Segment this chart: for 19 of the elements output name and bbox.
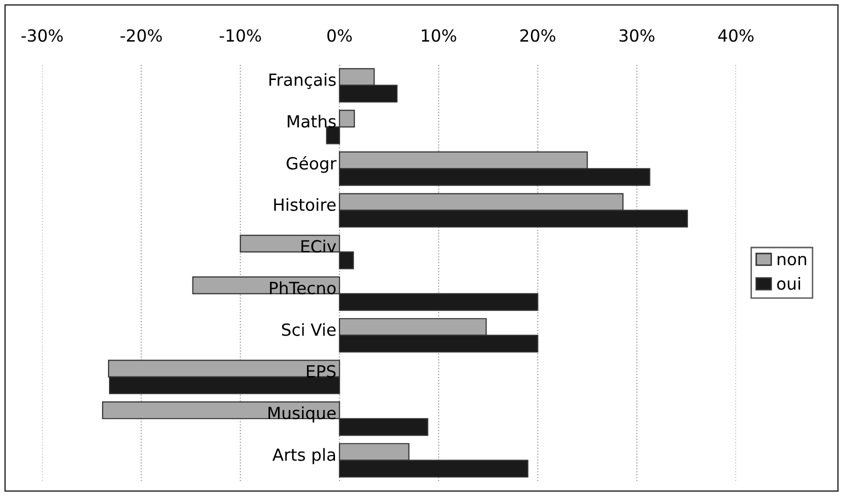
y-tick-label: Géogr	[286, 156, 337, 173]
x-tick-label: 10%	[422, 29, 456, 42]
y-tick-label: EPS	[306, 365, 336, 378]
x-tick-label: 40%	[718, 29, 754, 42]
y-tick-label: PhTecno	[270, 281, 336, 294]
legend-label: oui	[777, 276, 800, 290]
x-tick-label: 20%	[520, 29, 556, 42]
y-tick-label: Sci Vie	[282, 323, 336, 336]
x-tick-label: -10%	[220, 29, 261, 42]
x-tick-label: 0%	[327, 29, 352, 42]
y-tick-label: Arts pla	[272, 448, 336, 464]
legend-label: non	[778, 256, 806, 266]
x-tick-label: -20%	[120, 29, 162, 42]
y-tick-label: Maths	[288, 114, 336, 128]
y-tick-label: ECiv	[301, 240, 336, 253]
y-tick-label: Histoire	[274, 198, 336, 211]
y-tick-label: Français	[269, 73, 336, 89]
x-tick-label: 30%	[620, 29, 654, 42]
x-tick-label: -30%	[21, 29, 63, 42]
